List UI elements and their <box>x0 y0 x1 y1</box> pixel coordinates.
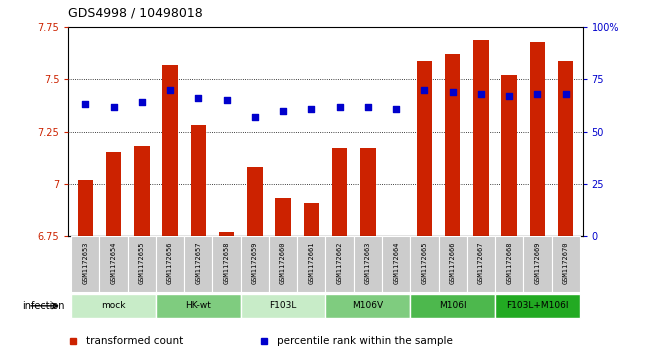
Point <box>221 97 232 103</box>
Text: F103L: F103L <box>270 301 297 310</box>
Point <box>419 87 430 93</box>
Bar <box>410 236 439 292</box>
Bar <box>184 236 212 292</box>
Bar <box>77 180 93 236</box>
Text: mock: mock <box>102 301 126 310</box>
Bar <box>417 61 432 236</box>
Point <box>504 93 514 99</box>
Bar <box>162 65 178 236</box>
Point <box>165 87 175 93</box>
Bar <box>298 236 326 292</box>
Point <box>363 104 373 110</box>
Text: HK-wt: HK-wt <box>186 301 212 310</box>
Point <box>193 95 204 101</box>
Bar <box>303 203 319 236</box>
Text: F103L+M106I: F103L+M106I <box>506 301 569 310</box>
Bar <box>495 236 523 292</box>
Text: GSM1172654: GSM1172654 <box>111 242 117 284</box>
Bar <box>445 54 460 236</box>
Text: GSM1172659: GSM1172659 <box>252 242 258 284</box>
Point <box>335 104 345 110</box>
Bar <box>473 40 489 236</box>
Bar <box>247 167 262 236</box>
Bar <box>410 294 495 318</box>
Text: GSM1172666: GSM1172666 <box>450 242 456 284</box>
Point <box>80 102 90 107</box>
Bar <box>326 236 353 292</box>
Text: M106V: M106V <box>352 301 383 310</box>
Text: GSM1172667: GSM1172667 <box>478 242 484 284</box>
Text: GSM1172669: GSM1172669 <box>534 242 540 284</box>
Bar <box>71 294 156 318</box>
Bar <box>439 236 467 292</box>
Bar <box>106 152 121 236</box>
Text: transformed count: transformed count <box>87 336 184 346</box>
Text: infection: infection <box>23 301 65 311</box>
Text: GSM1172665: GSM1172665 <box>421 242 428 284</box>
Bar <box>71 236 100 292</box>
Text: percentile rank within the sample: percentile rank within the sample <box>277 336 452 346</box>
Point <box>391 106 402 111</box>
Bar <box>191 125 206 236</box>
Point <box>249 114 260 120</box>
Text: GSM1172668: GSM1172668 <box>506 242 512 284</box>
Point <box>108 104 118 110</box>
Text: GSM1172663: GSM1172663 <box>365 242 371 284</box>
Bar <box>523 236 551 292</box>
Bar <box>558 61 574 236</box>
Text: GSM1172655: GSM1172655 <box>139 242 145 284</box>
Bar <box>269 236 298 292</box>
Point <box>561 91 571 97</box>
Bar <box>219 232 234 236</box>
Point <box>533 91 543 97</box>
Text: GSM1172660: GSM1172660 <box>280 242 286 284</box>
Text: M106I: M106I <box>439 301 467 310</box>
Text: GSM1172670: GSM1172670 <box>562 242 569 284</box>
Point <box>447 89 458 95</box>
Bar <box>241 294 326 318</box>
Text: GDS4998 / 10498018: GDS4998 / 10498018 <box>68 7 203 20</box>
Bar <box>326 294 410 318</box>
Text: GSM1172661: GSM1172661 <box>309 242 314 284</box>
Bar <box>134 146 150 236</box>
Text: GSM1172662: GSM1172662 <box>337 242 342 284</box>
Bar <box>275 199 291 236</box>
Point <box>476 91 486 97</box>
Text: GSM1172664: GSM1172664 <box>393 242 399 284</box>
Text: GSM1172657: GSM1172657 <box>195 242 201 284</box>
Bar <box>353 236 382 292</box>
Bar <box>156 236 184 292</box>
Point <box>278 108 288 114</box>
Text: GSM1172653: GSM1172653 <box>82 242 89 284</box>
Bar <box>128 236 156 292</box>
Bar <box>389 236 404 240</box>
Bar <box>156 294 241 318</box>
Bar <box>360 148 376 236</box>
Bar <box>551 236 580 292</box>
Bar <box>241 236 269 292</box>
Bar <box>467 236 495 292</box>
Bar <box>332 148 348 236</box>
Bar <box>501 75 517 236</box>
Text: GSM1172658: GSM1172658 <box>223 242 230 284</box>
Point <box>137 99 147 105</box>
Bar <box>212 236 241 292</box>
Bar <box>100 236 128 292</box>
Text: GSM1172656: GSM1172656 <box>167 242 173 284</box>
Point <box>306 106 316 111</box>
Bar <box>530 42 545 236</box>
Bar <box>495 294 580 318</box>
Bar <box>382 236 410 292</box>
